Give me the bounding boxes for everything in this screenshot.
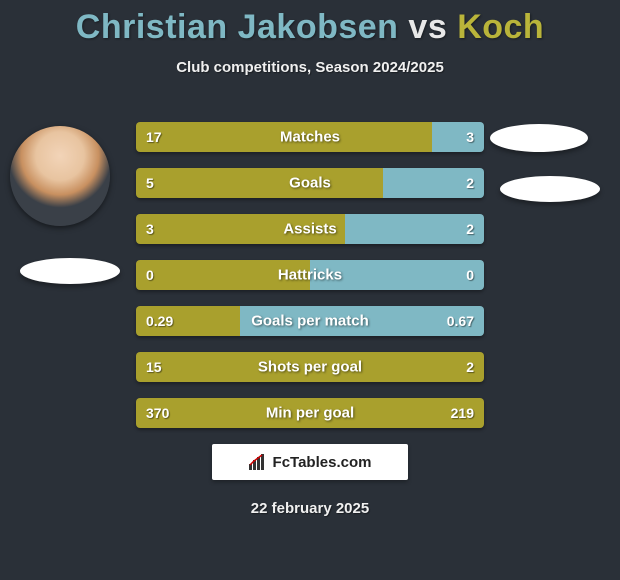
stat-row: 370219Min per goal [136,398,484,428]
stat-label: Goals per match [136,313,484,330]
stat-row: 173Matches [136,122,484,152]
fctables-logo-icon [249,454,267,470]
stat-row: 152Shots per goal [136,352,484,382]
decorative-ellipse [500,176,600,202]
stat-label: Shots per goal [136,359,484,376]
stat-label: Hattricks [136,267,484,284]
stat-row: 52Goals [136,168,484,198]
stat-label: Assists [136,221,484,238]
stat-row: 00Hattricks [136,260,484,290]
title-player1: Christian Jakobsen [76,8,399,46]
stat-label: Matches [136,129,484,146]
stats-bars: 173Matches 52Goals 32Assists 00Hattricks 0.2… [136,122,484,444]
stat-row: 0.290.67Goals per match [136,306,484,336]
page-title: Christian Jakobsen vs Koch [0,0,620,47]
stat-label: Goals [136,175,484,192]
brand-badge[interactable]: FcTables.com [212,444,408,480]
stat-label: Min per goal [136,405,484,422]
title-vs: vs [408,8,447,46]
title-player2: Koch [457,8,544,46]
subtitle: Club competitions, Season 2024/2025 [0,59,620,76]
player1-avatar [10,126,110,226]
decorative-ellipse [20,258,120,284]
decorative-ellipse [490,124,588,152]
brand-text: FcTables.com [273,454,372,471]
stat-row: 32Assists [136,214,484,244]
date-label: 22 february 2025 [0,500,620,517]
